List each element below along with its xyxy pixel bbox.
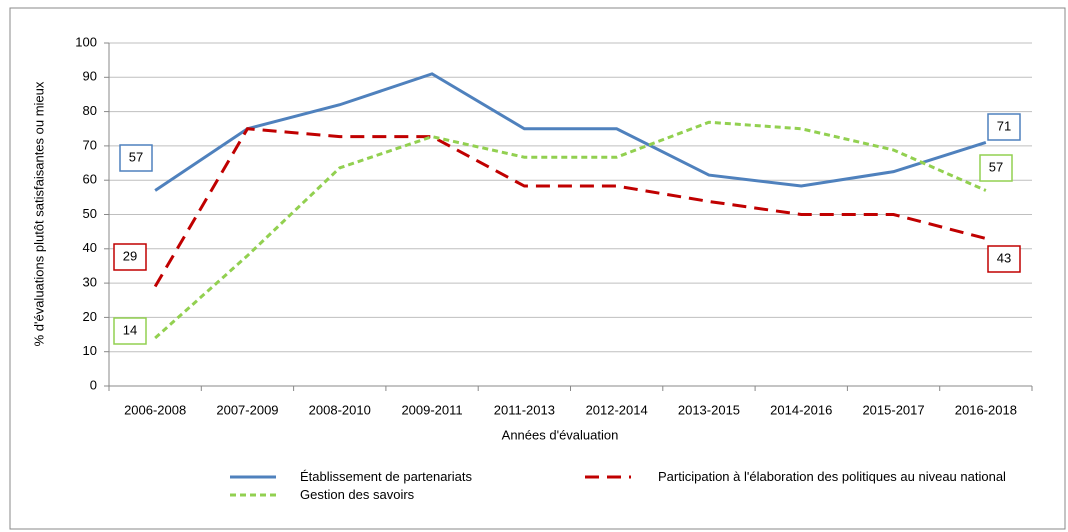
- y-tick-label: 90: [83, 69, 97, 84]
- legend-label: Participation à l'élaboration des politi…: [658, 469, 1006, 484]
- x-tick-label: 2013-2015: [678, 402, 740, 417]
- data-label: 29: [123, 248, 137, 263]
- x-tick-label: 2015-2017: [862, 402, 924, 417]
- x-tick-label: 2016-2018: [955, 402, 1017, 417]
- y-tick-label: 70: [83, 137, 97, 152]
- series-line: [154, 72, 987, 192]
- y-tick-label: 20: [83, 309, 97, 324]
- data-label: 14: [123, 322, 137, 337]
- x-tick-label: 2012-2014: [586, 402, 648, 417]
- x-tick-label: 2009-2011: [401, 402, 462, 417]
- y-tick-label: 40: [83, 240, 97, 255]
- legend-label: Gestion des savoirs: [300, 487, 415, 502]
- y-tick-label: 50: [83, 206, 97, 221]
- data-label-box: [119, 144, 153, 172]
- legend-label: Établissement de partenariats: [300, 469, 472, 484]
- data-label-box: [113, 317, 147, 345]
- data-label: 71: [997, 118, 1011, 133]
- y-tick-label: 30: [83, 275, 97, 290]
- data-label: 57: [129, 149, 143, 164]
- data-label-box: [987, 245, 1021, 273]
- series-line: [153, 127, 987, 288]
- chart-border: [9, 7, 1066, 530]
- data-label: 43: [997, 250, 1011, 265]
- x-tick-label: 2008-2010: [309, 402, 371, 417]
- x-tick-label: 2006-2008: [124, 402, 186, 417]
- data-label-box: [113, 243, 147, 271]
- y-tick-label: 60: [83, 172, 97, 187]
- y-tick-label: 80: [83, 103, 97, 118]
- data-label: 57: [989, 159, 1003, 174]
- x-axis-title: Années d'évaluation: [502, 427, 619, 442]
- x-tick-label: 2007-2009: [216, 402, 278, 417]
- y-axis-title: % d'évaluations plutôt satisfaisantes ou…: [31, 81, 46, 346]
- y-tick-label: 100: [75, 34, 97, 49]
- x-tick-label: 2011-2013: [494, 402, 555, 417]
- y-tick-label: 10: [83, 343, 97, 358]
- data-label-box: [979, 154, 1013, 182]
- y-tick-label: 0: [90, 377, 97, 392]
- series-line: [154, 120, 987, 340]
- x-tick-label: 2014-2016: [770, 402, 832, 417]
- data-label-box: [987, 113, 1021, 141]
